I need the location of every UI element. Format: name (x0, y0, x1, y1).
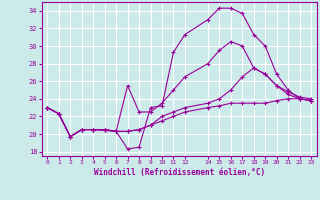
X-axis label: Windchill (Refroidissement éolien,°C): Windchill (Refroidissement éolien,°C) (94, 168, 265, 177)
